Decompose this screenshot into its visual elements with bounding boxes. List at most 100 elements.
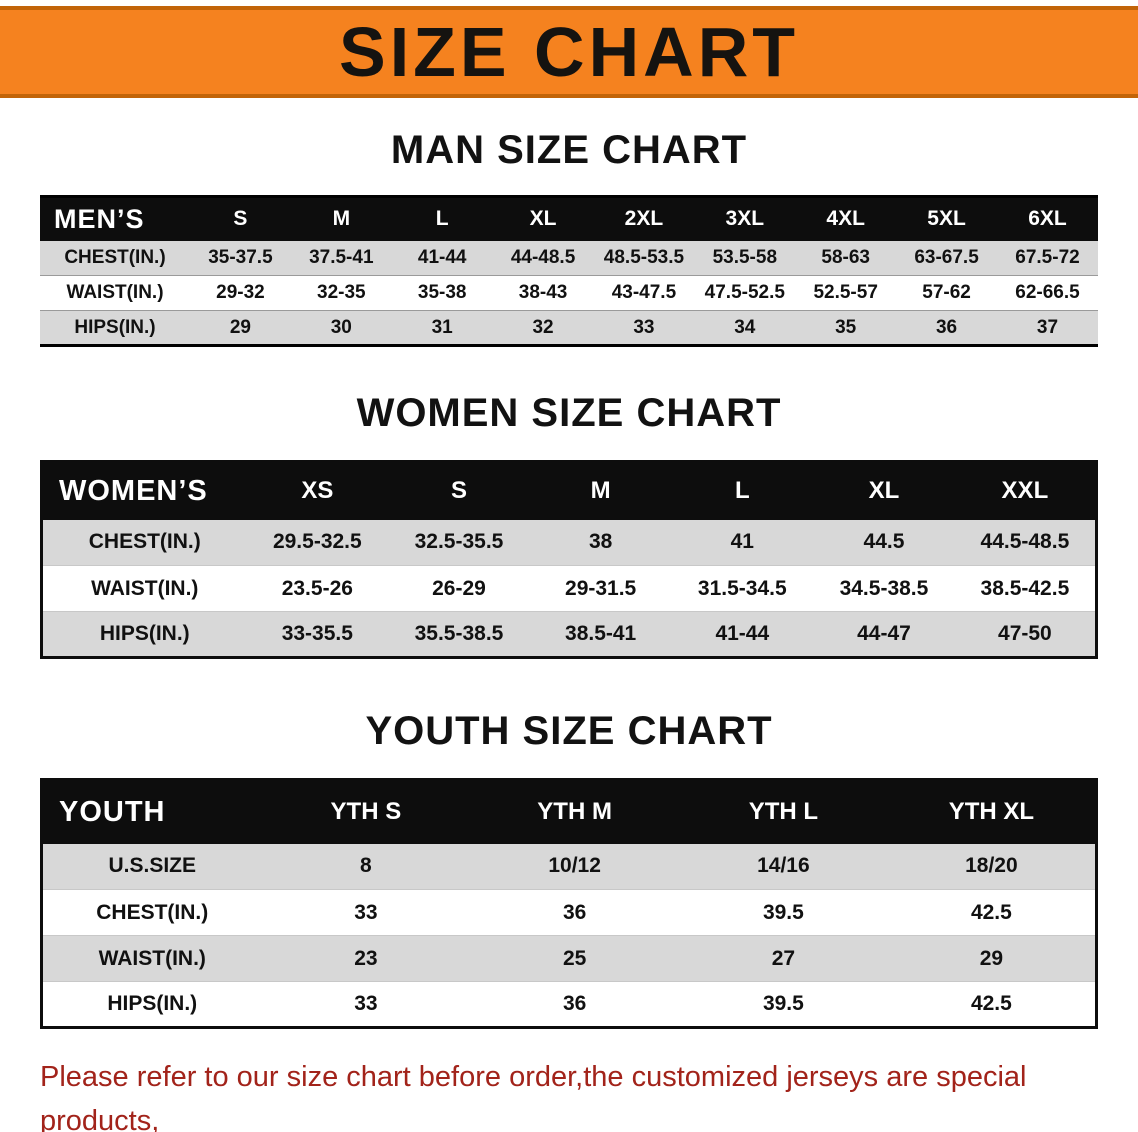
row-label: CHEST(IN.) xyxy=(88,530,201,554)
table-row: CHEST(IN.) 29.5-32.5 32.5-35.5 38 41 44.5 44.5… xyxy=(41,519,1097,566)
row-label: HIPS(IN.) xyxy=(107,992,198,1015)
column-header: 4XL xyxy=(795,196,897,241)
cell-value: 36 xyxy=(562,900,587,924)
cell-value: 52.5-57 xyxy=(813,282,878,303)
cell-value: 42.5 xyxy=(970,992,1012,1015)
cell-value: 35-38 xyxy=(417,282,467,303)
cell-value: 39.5 xyxy=(762,992,804,1015)
column-header: XXL xyxy=(954,461,1097,520)
column-header: M xyxy=(529,461,672,520)
cell-value: 36 xyxy=(935,316,958,338)
table-corner-label: MEN’S xyxy=(40,196,190,241)
column-header: YTH S xyxy=(261,779,471,844)
row-label: WAIST(IN.) xyxy=(91,576,199,600)
cell-value: 31 xyxy=(431,316,453,338)
column-header: XL xyxy=(813,461,955,520)
row-label: CHEST(IN.) xyxy=(96,900,209,924)
cell-value: 35.5-38.5 xyxy=(414,622,504,645)
men-table-body: CHEST(IN.) 35-37.5 37.5-41 41-44 44-48.5 48.5… xyxy=(40,240,1098,346)
women-size-table: WOMEN’S XS S M L XL XXL CHEST(IN.) 29.5-32.5 32.… xyxy=(40,460,1098,659)
cell-value: 38.5-41 xyxy=(565,622,637,645)
section-heading-women: WOMEN SIZE CHART xyxy=(356,391,782,435)
cell-value: 37.5-41 xyxy=(309,246,374,268)
cell-value: 44.5-48.5 xyxy=(980,530,1070,554)
table-row: HIPS(IN.) 33-35.5 35.5-38.5 38.5-41 41-44 44-… xyxy=(41,611,1097,658)
cell-value: 67.5-72 xyxy=(1015,246,1080,268)
cell-value: 57-62 xyxy=(922,282,971,303)
cell-value: 38-43 xyxy=(518,282,568,303)
header-row: WOMEN’S XS S M L XL XXL xyxy=(41,461,1097,520)
cell-value: 39.5 xyxy=(762,900,804,924)
men-table-header: MEN’S S M L XL 2XL 3XL 4XL 5XL 6XL xyxy=(40,196,1098,241)
column-header: XS xyxy=(246,461,389,520)
column-header: YTH L xyxy=(679,779,888,844)
cell-value: 44-47 xyxy=(857,622,911,645)
row-label: U.S.SIZE xyxy=(108,854,197,878)
column-header: M xyxy=(290,196,392,241)
cell-value: 8 xyxy=(360,854,372,878)
cell-value: 63-67.5 xyxy=(914,246,979,268)
cell-value: 14/16 xyxy=(757,854,810,878)
table-row: WAIST(IN.) 29-32 32-35 35-38 38-43 43-47.5 47.… xyxy=(40,276,1098,311)
cell-value: 33 xyxy=(354,992,378,1015)
cell-value: 33-35.5 xyxy=(281,622,353,645)
table-corner-label: WOMEN’S xyxy=(41,461,247,520)
cell-value: 42.5 xyxy=(970,900,1012,924)
row-label: WAIST(IN.) xyxy=(98,946,206,970)
cell-value: 41 xyxy=(730,530,754,554)
cell-value: 47-50 xyxy=(998,622,1052,645)
cell-value: 34.5-38.5 xyxy=(839,576,929,600)
page-title: SIZE CHART xyxy=(339,13,799,91)
cell-value: 33 xyxy=(354,900,378,924)
column-header: L xyxy=(391,196,493,241)
men-size-table: MEN’S S M L XL 2XL 3XL 4XL 5XL 6XL CHEST(IN.) 35-3… xyxy=(40,195,1098,347)
cell-value: 30 xyxy=(330,316,352,338)
cell-value: 23.5-26 xyxy=(281,576,353,600)
youth-table-body: U.S.SIZE 8 10/12 14/16 18/20 CHEST(IN.) 33 36 39… xyxy=(41,843,1097,1028)
row-label: WAIST(IN.) xyxy=(66,282,164,303)
cell-value: 62-66.5 xyxy=(1015,282,1080,303)
banner: SIZE CHART xyxy=(0,6,1138,98)
cell-value: 37 xyxy=(1036,316,1059,338)
header-row: MEN’S S M L XL 2XL 3XL 4XL 5XL 6XL xyxy=(40,196,1098,241)
cell-value: 44.5 xyxy=(863,530,905,554)
table-row: HIPS(IN.) 33 36 39.5 42.5 xyxy=(42,982,1097,1028)
cell-value: 29 xyxy=(979,946,1004,970)
table-row: HIPS(IN.) 29 30 31 32 33 34 35 36 37 xyxy=(40,310,1098,346)
women-table-header: WOMEN’S XS S M L XL XXL xyxy=(41,461,1097,520)
row-label: HIPS(IN.) xyxy=(74,316,156,338)
cell-value: 35 xyxy=(835,316,857,338)
cell-value: 43-47.5 xyxy=(611,282,677,303)
cell-value: 26-29 xyxy=(432,576,486,600)
table-row: CHEST(IN.) 35-37.5 37.5-41 41-44 44-48.5 48.5… xyxy=(40,240,1098,276)
cell-value: 10/12 xyxy=(548,854,601,878)
table-corner-label: YOUTH xyxy=(41,779,262,844)
cell-value: 33 xyxy=(633,316,655,338)
cell-value: 34 xyxy=(734,316,756,338)
cell-value: 32 xyxy=(532,316,554,338)
disclaimer-line-1: Please refer to our size chart before or… xyxy=(40,1061,1027,1132)
cell-value: 47.5-52.5 xyxy=(704,282,785,303)
cell-value: 18/20 xyxy=(965,854,1018,878)
cell-value: 35-37.5 xyxy=(208,246,273,268)
cell-value: 23 xyxy=(354,946,378,970)
table-row: U.S.SIZE 8 10/12 14/16 18/20 xyxy=(41,843,1097,890)
header-row: YOUTH YTH S YTH M YTH L YTH XL xyxy=(41,779,1097,844)
column-header: 6XL xyxy=(997,196,1098,241)
section-heading-youth: YOUTH SIZE CHART xyxy=(365,709,773,753)
table-row: WAIST(IN.) 23.5-26 26-29 29-31.5 31.5-34.5 34… xyxy=(41,566,1097,612)
section-heading-men: MAN SIZE CHART xyxy=(390,128,748,172)
column-header: XL xyxy=(492,196,594,241)
cell-value: 38.5-42.5 xyxy=(980,576,1070,600)
column-header: S xyxy=(388,461,530,520)
cell-value: 41-44 xyxy=(417,246,467,268)
table-row: CHEST(IN.) 33 36 39.5 42.5 xyxy=(41,890,1097,936)
cell-value: 44-48.5 xyxy=(510,246,576,268)
column-header: YTH M xyxy=(470,779,679,844)
disclaimer-note: Please refer to our size chart before or… xyxy=(40,1055,1118,1132)
column-header: YTH XL xyxy=(887,779,1097,844)
cell-value: 58-63 xyxy=(821,246,870,268)
cell-value: 38 xyxy=(588,530,613,554)
row-label: HIPS(IN.) xyxy=(99,622,190,645)
